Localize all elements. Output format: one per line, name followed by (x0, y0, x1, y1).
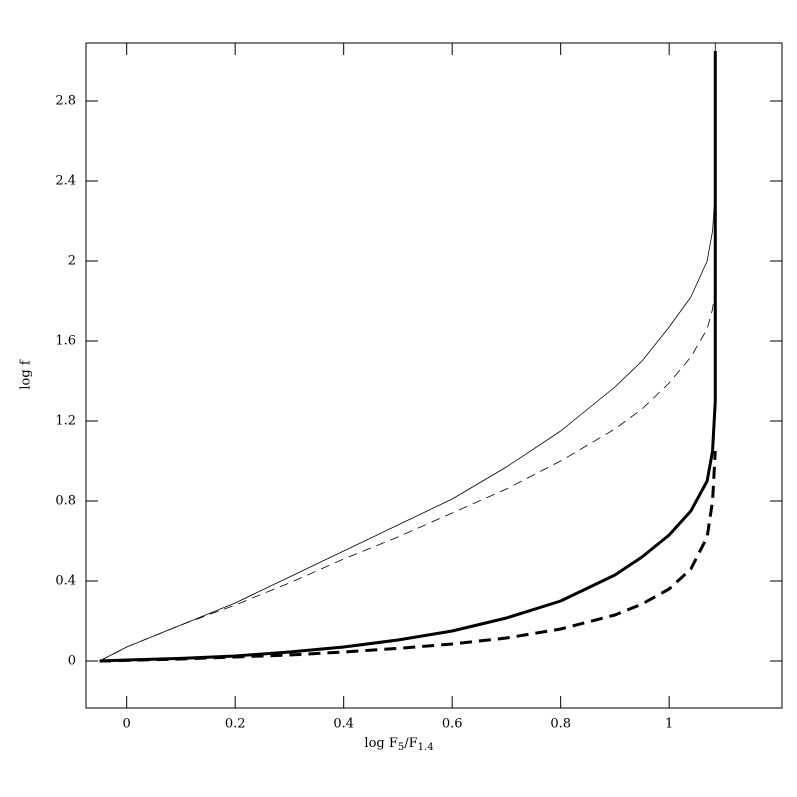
y-tick-label: 2.8 (55, 94, 76, 109)
y-axis-label: log f (19, 359, 34, 389)
x-tick-label: 1 (665, 717, 673, 732)
x-tick-label: 0.6 (442, 717, 463, 732)
x-label-part: /F (404, 736, 417, 751)
x-tick-label: 0.8 (550, 717, 571, 732)
x-label-sub: 5 (398, 742, 404, 753)
x-label-part: log F (364, 736, 397, 751)
data-line (99, 51, 717, 663)
y-tick-label: 2.4 (55, 174, 76, 189)
x-tick-label: 0.4 (333, 717, 354, 732)
x-tick-label: 0 (123, 717, 131, 732)
x-axis-label: log F5/F1.4 (364, 736, 433, 753)
x-tick-label: 0.2 (225, 717, 246, 732)
y-tick-label: 0 (68, 654, 76, 669)
data-line (99, 43, 716, 662)
x-label-sub: 1.4 (418, 742, 434, 753)
data-line (99, 288, 716, 662)
y-tick-label: 0.8 (55, 494, 76, 509)
y-tick-label: 1.6 (55, 334, 76, 349)
y-tick-label: 1.2 (55, 414, 76, 429)
plot-frame (85, 42, 783, 709)
y-tick-label: 0.4 (55, 574, 76, 589)
y-tick-label: 2 (68, 254, 76, 269)
data-line (99, 450, 717, 663)
